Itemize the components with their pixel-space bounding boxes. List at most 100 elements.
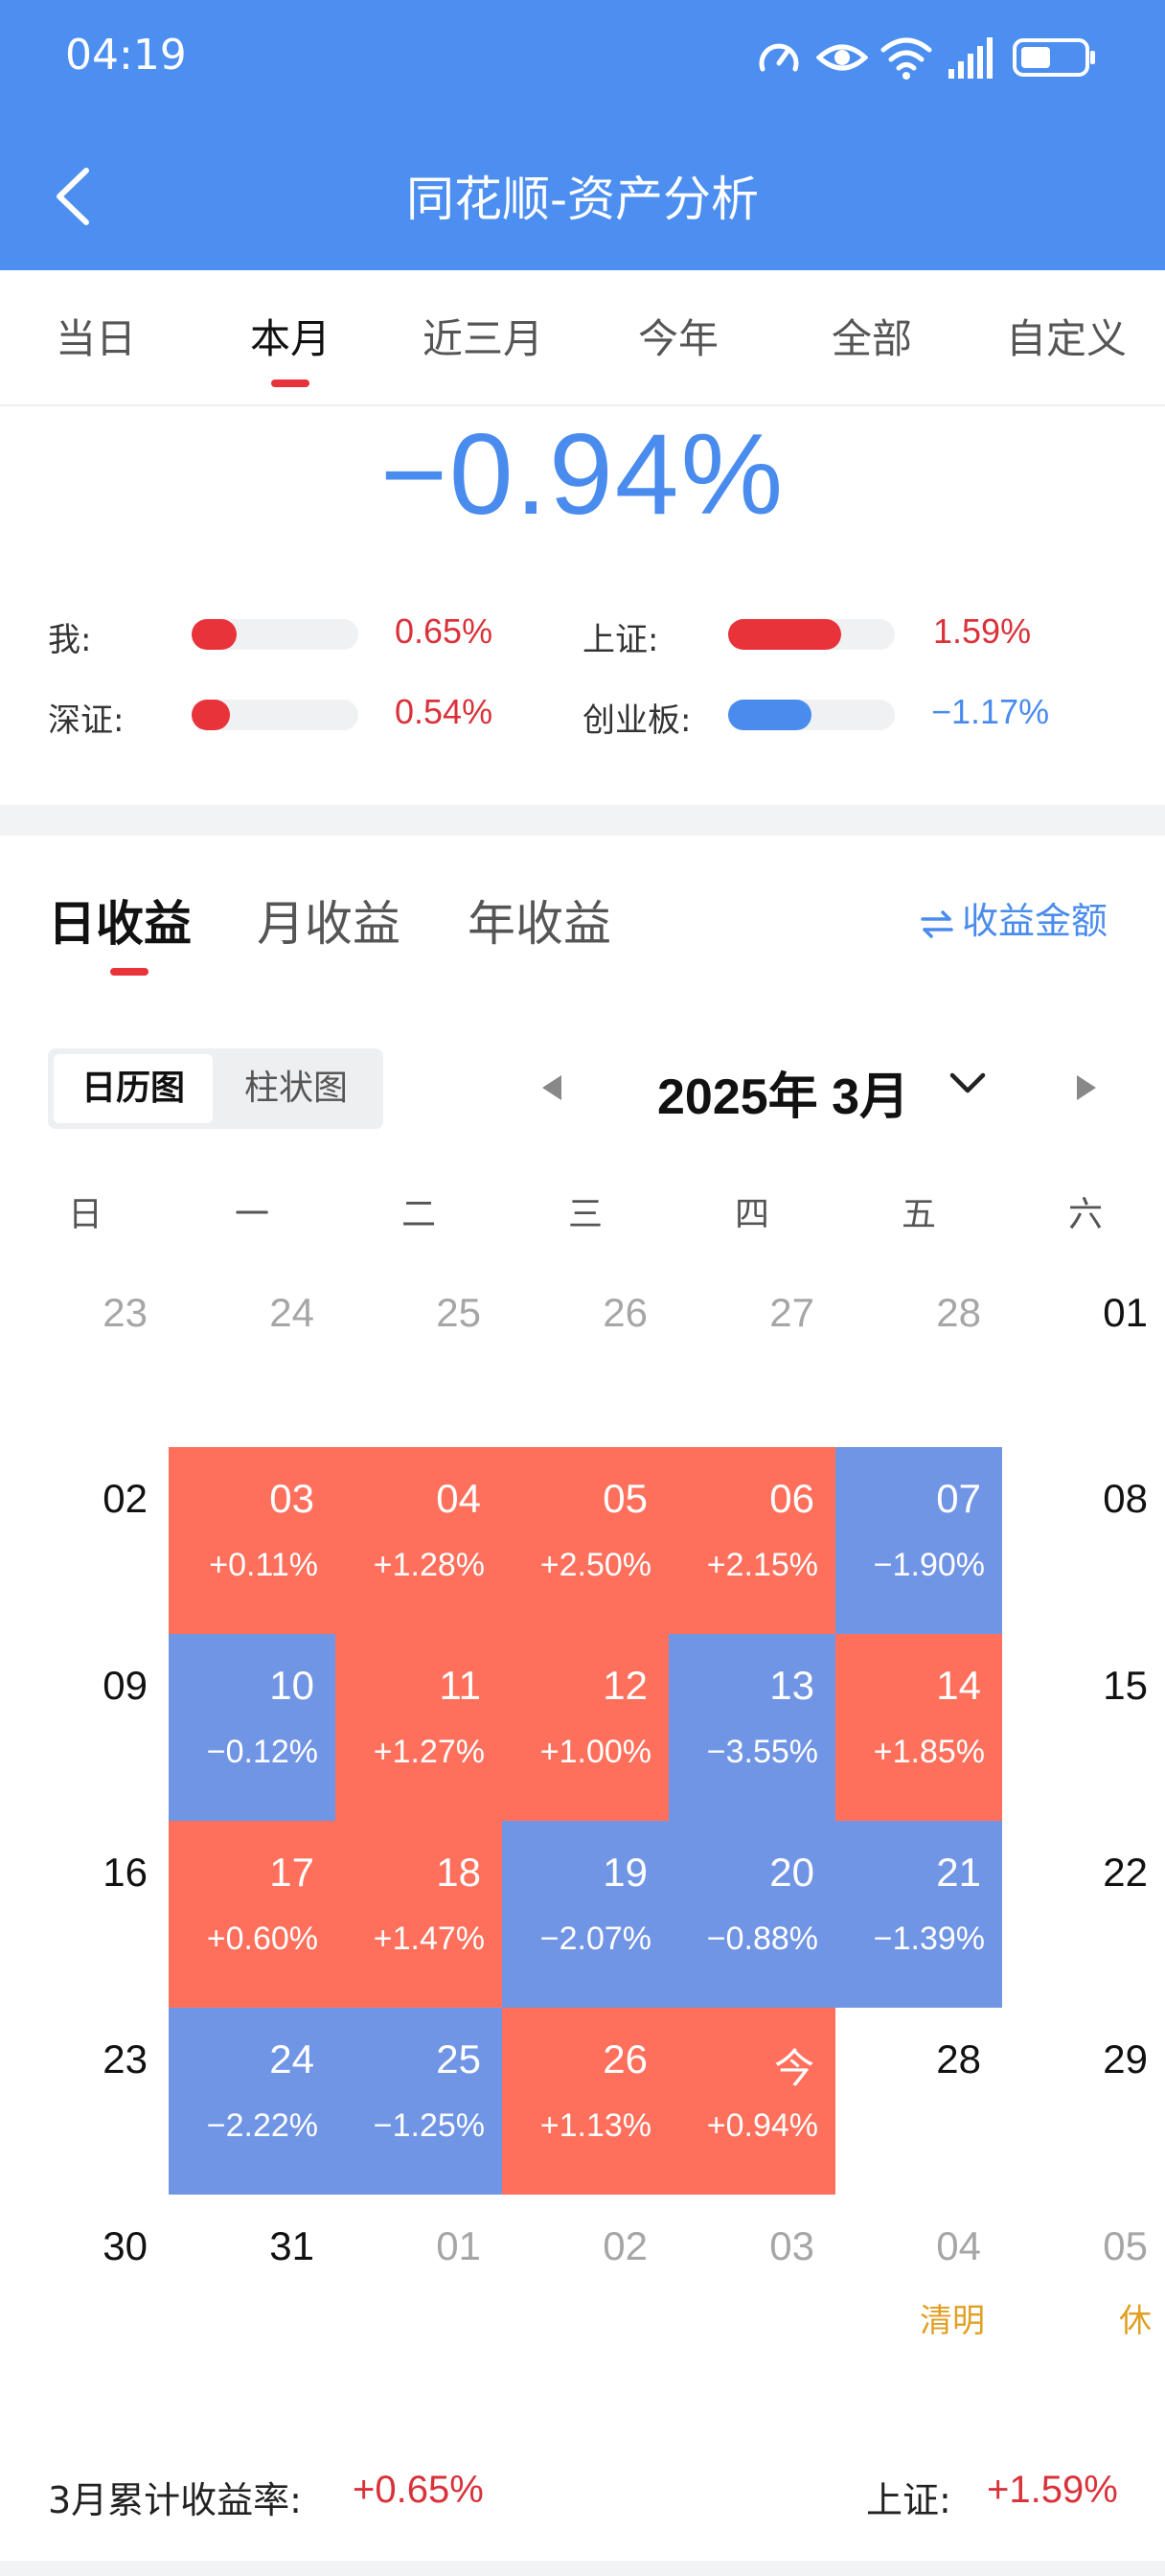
day-change: −1.25%: [373, 2107, 485, 2144]
calendar-day-cell[interactable]: 02: [502, 2195, 669, 2381]
tab-daily-profit[interactable]: 日收益: [48, 896, 192, 952]
calendar-day-cell[interactable]: 23: [2, 1261, 169, 1448]
amount-toggle-button[interactable]: 收益金额: [920, 891, 1108, 944]
triangle-right-icon[interactable]: [1077, 1075, 1096, 1100]
calendar-day-cell[interactable]: 16: [2, 1821, 169, 2008]
day-number: 28: [936, 2036, 981, 2082]
month-selector[interactable]: 2025年 3月: [657, 1070, 910, 1125]
compare-label-chinext: 创业板:: [582, 702, 692, 740]
calendar-day-cell[interactable]: 03 +0.11%: [169, 1447, 335, 1634]
calendar-day-cell[interactable]: 08: [1002, 1447, 1165, 1634]
speed-icon: [759, 43, 799, 72]
calendar-day-cell[interactable]: 22: [1002, 1821, 1165, 2008]
day-number: 15: [1103, 1663, 1148, 1708]
calendar-day-cell[interactable]: 28: [835, 1261, 1002, 1448]
calendar-day-cell[interactable]: 26: [502, 1261, 669, 1448]
tab-yearly-profit[interactable]: 年收益: [468, 896, 611, 952]
eye-icon: [816, 44, 868, 71]
compare-label-me: 我:: [48, 621, 92, 659]
calendar-day-cell[interactable]: 04 +1.28%: [335, 1447, 502, 1634]
calendar-day-cell[interactable]: 26 +1.13%: [502, 2008, 669, 2195]
day-change: +1.85%: [873, 1734, 985, 1770]
back-button[interactable]: [50, 163, 98, 230]
day-number: 21: [936, 1850, 981, 1895]
calendar-view-option[interactable]: 日历图: [54, 1054, 213, 1123]
calendar-day-cell[interactable]: 24 −2.22%: [169, 2008, 335, 2195]
calendar-day-cell[interactable]: 06 +2.15%: [669, 1447, 835, 1634]
day-change: +1.00%: [539, 1734, 651, 1770]
day-number: 03: [769, 2223, 814, 2268]
day-number: 09: [103, 1663, 148, 1708]
calendar-day-cell[interactable]: 11 +1.27%: [335, 1634, 502, 1821]
tab-this-year[interactable]: 今年: [637, 315, 719, 362]
calendar-day-cell[interactable]: 01: [335, 2195, 502, 2381]
compare-value-shenzhen: 0.54%: [395, 692, 493, 731]
calendar-day-cell[interactable]: 31: [169, 2195, 335, 2381]
shanghai-label: 上证:: [866, 2479, 951, 2521]
triangle-left-icon[interactable]: [542, 1075, 561, 1100]
calendar-day-cell[interactable]: 21 −1.39%: [835, 1821, 1002, 2008]
day-change: −1.39%: [873, 1920, 985, 1957]
tab-all[interactable]: 全部: [831, 315, 912, 362]
calendar-day-cell[interactable]: 12 +1.00%: [502, 1634, 669, 1821]
calendar-day-cell[interactable]: 09: [2, 1634, 169, 1821]
calendar-day-cell[interactable]: 01: [1002, 1261, 1165, 1448]
tab-three-months[interactable]: 近三月: [422, 315, 543, 362]
day-number: 04: [436, 1476, 481, 1521]
day-change: +0.94%: [706, 2107, 818, 2144]
calendar-day-cell[interactable]: 19 −2.07%: [502, 1821, 669, 2008]
weekday-label: 日: [67, 1195, 103, 1234]
bar-chart-view-option[interactable]: 柱状图: [243, 1069, 348, 1108]
calendar-day-cell[interactable]: 04 清明: [835, 2195, 1002, 2381]
calendar-day-cell[interactable]: 05 休: [1002, 2195, 1165, 2381]
day-change: +2.15%: [706, 1547, 818, 1583]
compare-bar-me: [192, 619, 358, 650]
day-number: 27: [769, 1290, 814, 1335]
calendar-day-cell[interactable]: 23: [2, 2008, 169, 2195]
calendar-day-cell[interactable]: 20 −0.88%: [669, 1821, 835, 2008]
calendar-day-cell[interactable]: 05 +2.50%: [502, 1447, 669, 1634]
compare-bar-fill: [192, 619, 237, 650]
chevron-down-icon[interactable]: [947, 1066, 989, 1100]
day-change: −0.12%: [206, 1734, 318, 1770]
calendar-day-cell[interactable]: 今 +0.94%: [669, 2008, 835, 2195]
day-number: 23: [103, 1290, 148, 1335]
calendar-day-cell[interactable]: 14 +1.85%: [835, 1634, 1002, 1821]
calendar-day-cell[interactable]: 27: [669, 1261, 835, 1448]
tab-this-month[interactable]: 本月: [249, 315, 331, 362]
summary-card: [0, 406, 1165, 805]
day-number: 01: [436, 2223, 481, 2268]
day-number: 23: [103, 2036, 148, 2082]
swap-icon: [921, 909, 953, 938]
calendar-day-cell[interactable]: 25 −1.25%: [335, 2008, 502, 2195]
calendar-day-cell[interactable]: 15: [1002, 1634, 1165, 1821]
calendar-day-cell[interactable]: 03: [669, 2195, 835, 2381]
shanghai-value: +1.59%: [987, 2469, 1118, 2511]
calendar-day-cell[interactable]: 24: [169, 1261, 335, 1448]
calendar-day-cell[interactable]: 25: [335, 1261, 502, 1448]
day-number: 20: [769, 1850, 814, 1895]
calendar-day-cell[interactable]: 30: [2, 2195, 169, 2381]
calendar-day-cell[interactable]: 28: [835, 2008, 1002, 2195]
day-number: 26: [603, 2036, 648, 2082]
calendar-day-cell[interactable]: 18 +1.47%: [335, 1821, 502, 2008]
period-tab-bar: [0, 270, 1165, 406]
calendar-day-cell[interactable]: 17 +0.60%: [169, 1821, 335, 2008]
calendar-day-cell[interactable]: 07 −1.90%: [835, 1447, 1002, 1634]
day-number: 03: [269, 1476, 314, 1521]
calendar-day-cell[interactable]: 10 −0.12%: [169, 1634, 335, 1821]
tab-custom[interactable]: 自定义: [1005, 315, 1127, 362]
day-number: 10: [269, 1663, 314, 1708]
day-number: 25: [436, 2036, 481, 2082]
day-number: 28: [936, 1290, 981, 1335]
day-change: −2.07%: [539, 1920, 651, 1957]
calendar-day-cell[interactable]: 29: [1002, 2008, 1165, 2195]
day-change: −2.22%: [206, 2107, 318, 2144]
calendar-day-cell[interactable]: 02: [2, 1447, 169, 1634]
day-change: +1.13%: [539, 2107, 651, 2144]
holiday-note: 清明: [920, 2302, 985, 2340]
tab-today[interactable]: 当日: [55, 315, 136, 362]
tab-monthly-profit[interactable]: 月收益: [257, 896, 400, 952]
compare-bar-shanghai: [728, 619, 895, 650]
calendar-day-cell[interactable]: 13 −3.55%: [669, 1634, 835, 1821]
